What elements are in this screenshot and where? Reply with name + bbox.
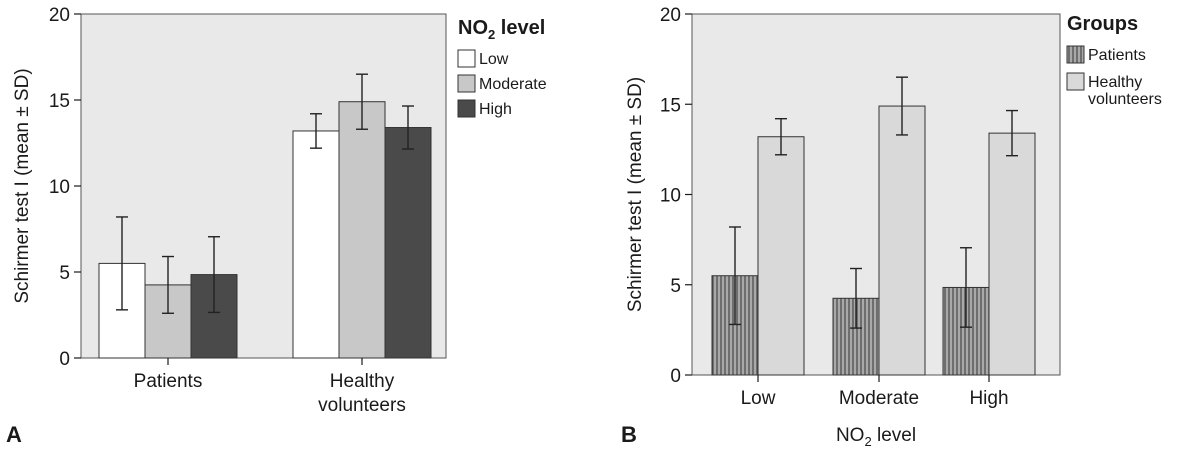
x-tick-label: Low <box>741 388 776 409</box>
bar <box>384 127 432 359</box>
legend-title-main: NO <box>458 17 488 39</box>
y-tick-label: 10 <box>660 186 681 207</box>
y-tick-label: 5 <box>670 276 681 297</box>
y-tick-label: 15 <box>49 91 70 112</box>
bar <box>292 130 340 359</box>
legend-swatch <box>1066 72 1085 91</box>
y-tick-label: 10 <box>49 177 70 198</box>
y-axis-label: Schirmer test I (mean ± SD) <box>625 77 646 312</box>
y-tick-label: 0 <box>59 349 70 370</box>
panel-label: B <box>621 422 637 447</box>
x-tick-label: Patients <box>134 371 203 392</box>
legend-title-rest: level <box>495 17 545 39</box>
x-axis-label: NO2 level <box>836 425 916 449</box>
y-axis-label: Schirmer test I (mean ± SD) <box>12 68 33 303</box>
legend-title: NO2 level <box>458 17 545 42</box>
legend-title-main: Groups <box>1067 13 1138 35</box>
legend-label: Low <box>479 51 509 68</box>
legend-label: Healthy <box>1088 74 1142 91</box>
legend-swatch <box>457 49 476 68</box>
x-tick-label: High <box>969 388 1008 409</box>
x-axis-label-main: NO <box>836 425 865 446</box>
chart-panel-b: 0 5 10 15 20 Schirmer test I (mean ± SD) Low Mo… <box>621 5 1162 449</box>
y-tick-label: 20 <box>49 5 70 26</box>
legend-swatch <box>457 74 476 93</box>
y-tick-label: 5 <box>59 263 70 284</box>
legend-title-sub: 2 <box>488 27 495 42</box>
x-axis-label-rest: level <box>872 425 916 446</box>
bar <box>98 262 146 359</box>
legend-label: volunteers <box>1088 91 1162 108</box>
legend-label: Patients <box>1088 47 1146 64</box>
bar <box>757 136 805 376</box>
x-axis-label-sub: 2 <box>864 434 871 449</box>
bar <box>338 101 386 359</box>
bar <box>878 105 926 376</box>
legend-label: High <box>479 101 512 118</box>
legend-swatch <box>457 99 476 118</box>
x-tick-label: Moderate <box>839 388 919 409</box>
bar <box>988 132 1036 376</box>
y-tick-label: 0 <box>670 366 681 387</box>
legend-swatch <box>1066 45 1085 64</box>
x-tick-label: Healthy <box>330 371 395 392</box>
legend-title: Groups <box>1067 13 1138 35</box>
y-tick-label: 15 <box>660 95 681 116</box>
x-tick-label: volunteers <box>318 395 406 416</box>
panel-label: A <box>6 422 22 447</box>
chart-panel-a: 0 5 10 15 20 Schirmer test I (mean ± SD) Patie… <box>6 5 547 447</box>
legend-label: Moderate <box>479 76 547 93</box>
y-tick-label: 20 <box>660 5 681 26</box>
